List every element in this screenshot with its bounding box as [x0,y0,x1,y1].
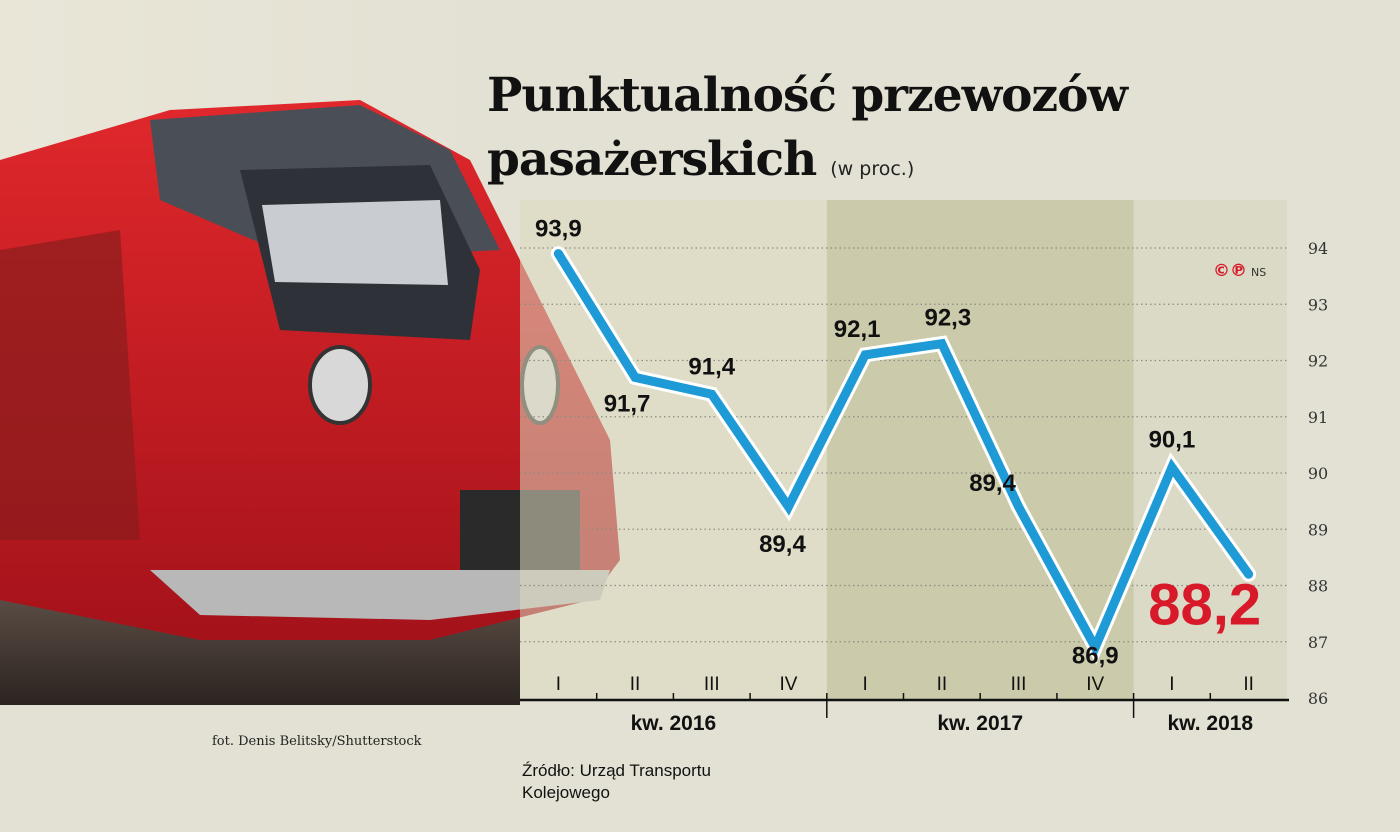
title-line2-text: pasażerskich [487,132,817,187]
series-line [553,249,1254,658]
data-label: 92,1 [834,316,881,343]
group-band [1133,200,1287,700]
y-tick-label: 92 [1308,352,1328,371]
data-label: 89,4 [759,531,806,558]
x-group-label: kw. 2016 [631,712,717,735]
y-tick-label: 88 [1308,577,1328,596]
copyright-icon: ©℗ [1213,261,1247,281]
x-tick-label: II [630,674,641,695]
x-group-label: kw. 2017 [937,712,1023,735]
y-tick-label: 93 [1308,295,1328,314]
x-tick-label: I [556,674,561,695]
data-label: 91,4 [688,353,735,380]
data-label: 93,9 [535,216,582,243]
y-tick-label: 89 [1308,520,1328,539]
y-tick-label: 87 [1308,633,1328,652]
x-group-label: kw. 2018 [1167,712,1253,735]
y-tick-label: 94 [1308,239,1328,258]
y-tick-label: 86 [1308,689,1328,708]
source-note: Źródło: Urząd Transportu Kolejowego [522,761,711,802]
x-tick-label: II [937,674,948,695]
x-tick-label: I [863,674,868,695]
data-label: 91,7 [604,390,651,417]
logo-text: NS [1251,266,1267,279]
y-tick-label: 91 [1308,408,1328,427]
data-label: 92,3 [924,305,971,332]
chart-title-line1: Punktualność przewozów [487,68,1128,123]
data-label: 89,4 [969,470,1016,497]
data-label: 90,1 [1149,426,1196,453]
x-tick-label: IV [1086,674,1104,695]
data-label: 86,9 [1072,642,1119,669]
data-label: 88,2 [1148,572,1261,637]
x-tick-label: II [1243,674,1254,695]
chart-title-line2: pasażerskich (w proc.) [487,132,914,187]
photo-credit: fot. Denis Belitsky/Shutterstock [212,734,422,749]
x-tick-label: III [704,674,720,695]
x-tick-label: III [1011,674,1027,695]
x-tick-label: I [1169,674,1174,695]
x-tick-label: IV [779,674,797,695]
unit-label: (w proc.) [830,158,915,180]
publisher-logo: ©℗ NS [1213,261,1266,281]
y-tick-label: 90 [1308,464,1328,483]
